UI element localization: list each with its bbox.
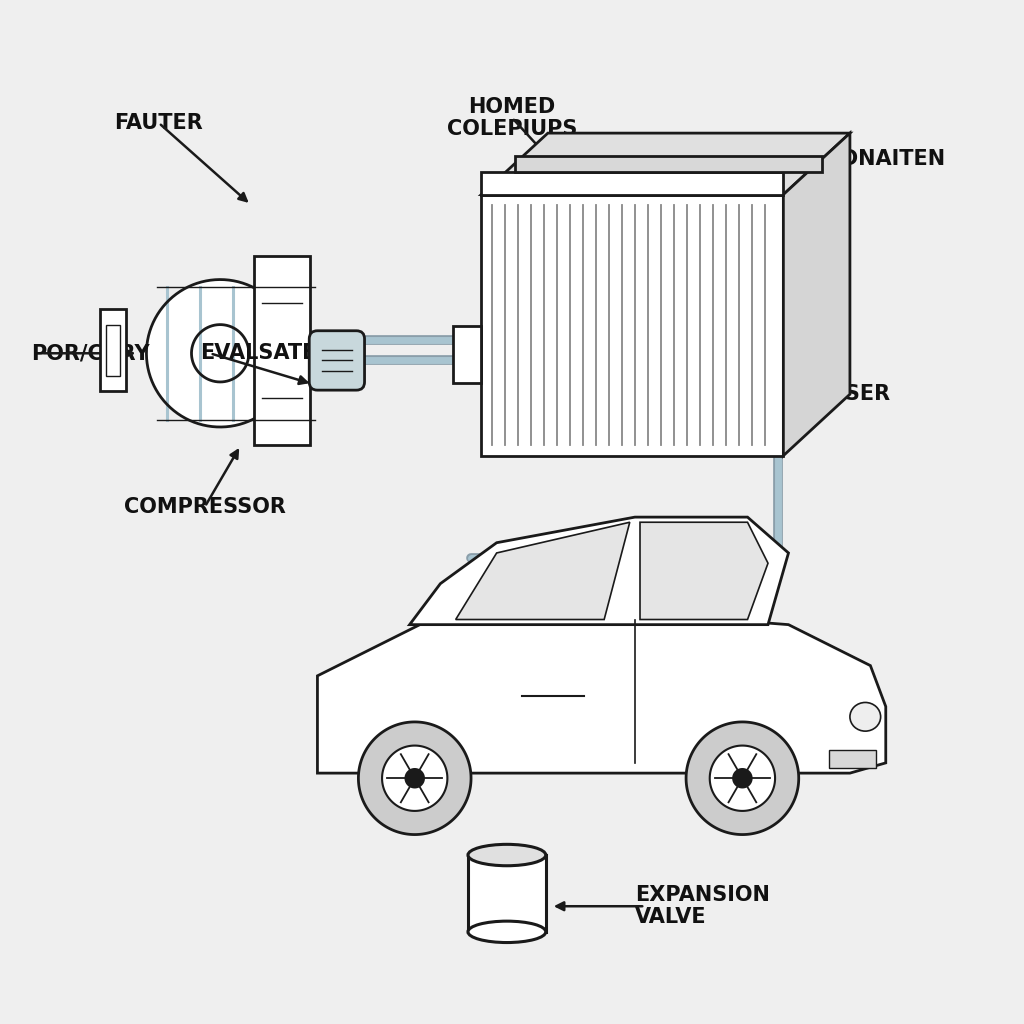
Bar [453, 327, 481, 383]
Bar [254, 256, 310, 445]
Text: CONDENAISER: CONDENAISER [722, 384, 890, 404]
Polygon shape [382, 745, 447, 811]
Polygon shape [732, 768, 753, 788]
Polygon shape [686, 722, 799, 835]
Text: EXPANSION
VALVE: EXPANSION VALVE [635, 886, 770, 927]
Polygon shape [146, 280, 294, 427]
Bar [481, 195, 783, 456]
Polygon shape [410, 517, 788, 625]
Bar [623, 544, 647, 572]
Text: EVALSATE: EVALSATE [200, 343, 316, 364]
Text: COMPRESSOR: COMPRESSOR [124, 497, 286, 517]
Ellipse shape [850, 702, 881, 731]
Bar [100, 309, 126, 391]
Polygon shape [456, 522, 630, 620]
Ellipse shape [468, 845, 546, 865]
Polygon shape [783, 133, 850, 456]
Bar [106, 325, 120, 376]
Bar [468, 855, 546, 932]
Bar [829, 750, 876, 768]
Polygon shape [640, 522, 768, 620]
Polygon shape [710, 745, 775, 811]
FancyBboxPatch shape [309, 331, 365, 390]
Bar [514, 156, 821, 172]
Text: HOMED
COLEPIUPS: HOMED COLEPIUPS [446, 97, 578, 138]
Text: FAUTER: FAUTER [115, 113, 203, 133]
Polygon shape [317, 614, 886, 773]
Polygon shape [358, 722, 471, 835]
Bar [694, 544, 719, 572]
Polygon shape [481, 133, 850, 195]
Polygon shape [404, 768, 425, 788]
Text: POR/CURY: POR/CURY [31, 343, 150, 364]
Ellipse shape [468, 922, 546, 942]
Bar [551, 544, 575, 572]
Text: EPıÐNAITEN: EPıÐNAITEN [804, 148, 945, 169]
Bar [481, 172, 783, 195]
